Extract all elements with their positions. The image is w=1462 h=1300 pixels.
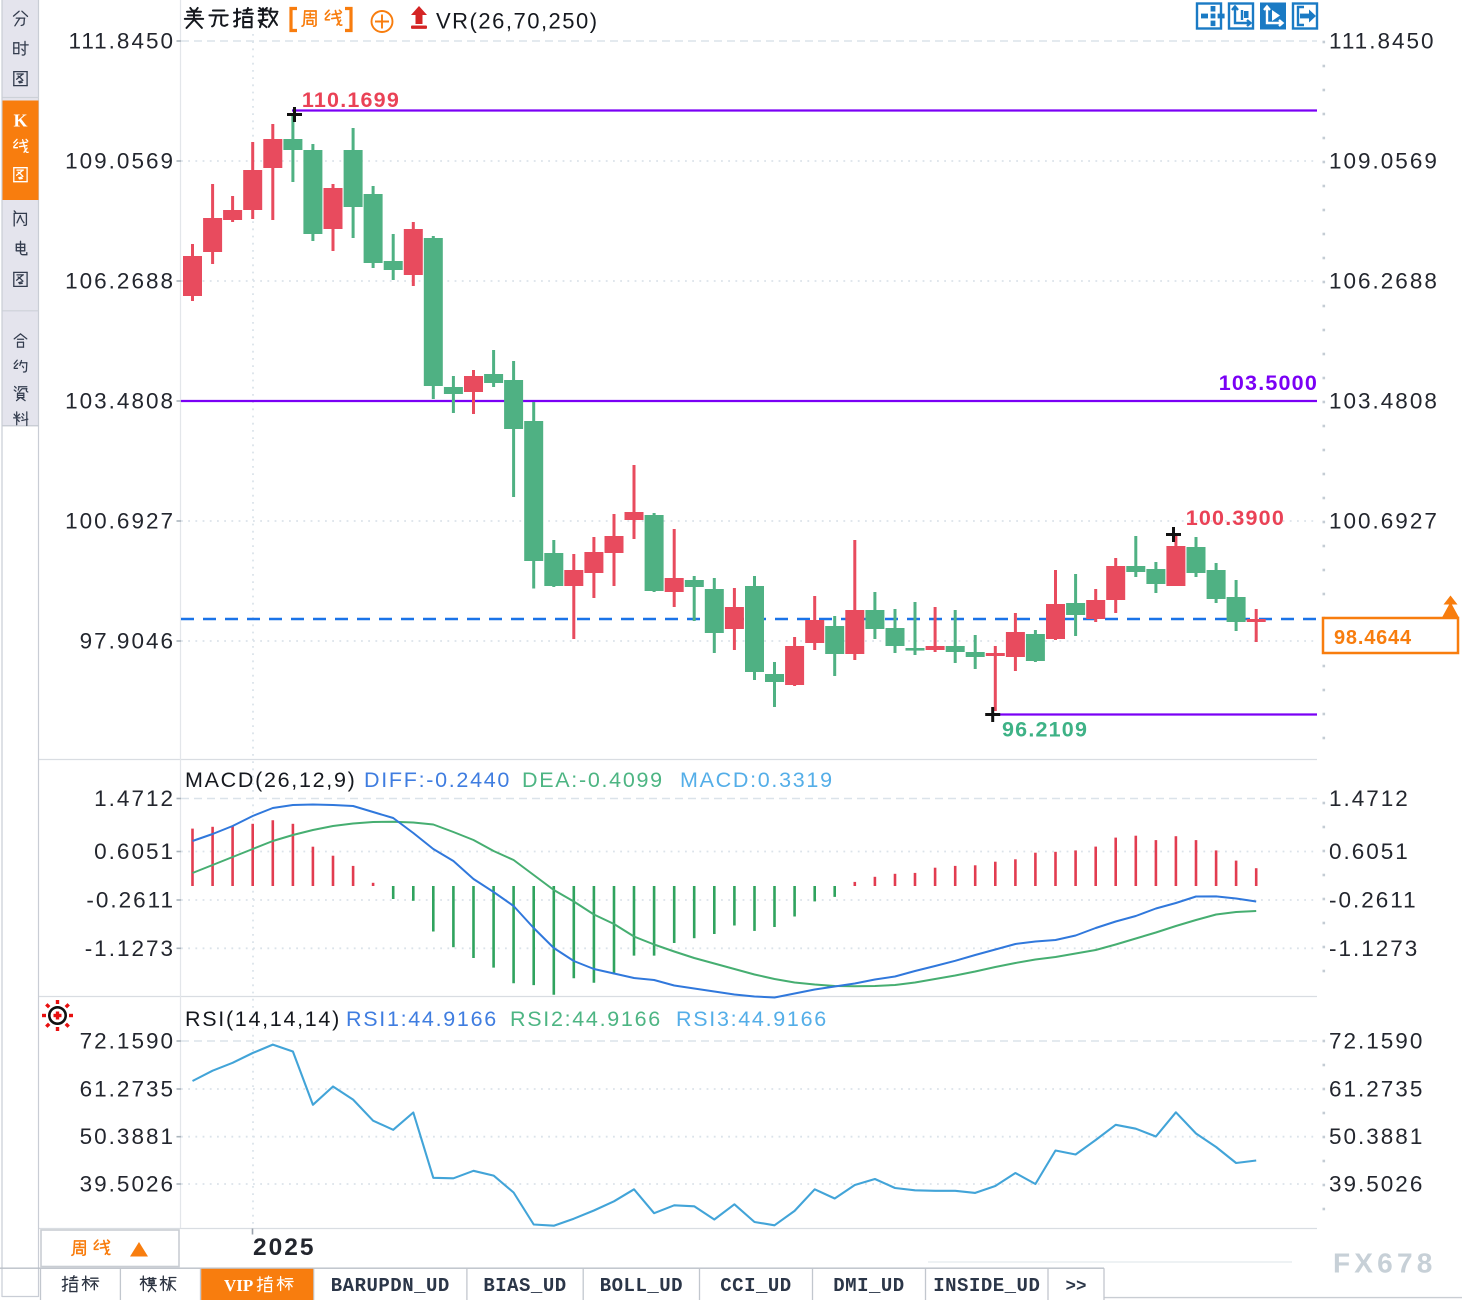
svg-text:111.8450: 111.8450 bbox=[68, 29, 175, 54]
svg-text:RSI(14,14,14): RSI(14,14,14) bbox=[185, 1007, 341, 1031]
svg-text:-0.2611: -0.2611 bbox=[86, 888, 175, 913]
svg-text:0.6051: 0.6051 bbox=[1329, 839, 1410, 864]
svg-text:VR(26,70,250): VR(26,70,250) bbox=[436, 9, 599, 34]
svg-text:BIAS_UD: BIAS_UD bbox=[483, 1275, 566, 1297]
svg-text:109.0569: 109.0569 bbox=[1329, 149, 1439, 174]
svg-text:50.3881: 50.3881 bbox=[1329, 1124, 1424, 1149]
svg-text:RSI3:44.9166: RSI3:44.9166 bbox=[676, 1007, 828, 1031]
svg-text:106.2688: 106.2688 bbox=[1329, 269, 1439, 294]
svg-text:BARUPDN_UD: BARUPDN_UD bbox=[331, 1275, 450, 1297]
svg-text:BOLL_UD: BOLL_UD bbox=[600, 1275, 683, 1297]
svg-text:MACD(26,12,9): MACD(26,12,9) bbox=[185, 768, 356, 792]
svg-text:0.6051: 0.6051 bbox=[94, 839, 175, 864]
svg-text:-1.1273: -1.1273 bbox=[85, 936, 175, 961]
svg-text:106.2688: 106.2688 bbox=[65, 269, 175, 294]
svg-text:-1.1273: -1.1273 bbox=[1329, 936, 1419, 961]
svg-text:72.1590: 72.1590 bbox=[80, 1029, 175, 1054]
svg-text:61.2735: 61.2735 bbox=[80, 1077, 175, 1102]
svg-text:39.5026: 39.5026 bbox=[80, 1172, 175, 1197]
svg-text:50.3881: 50.3881 bbox=[80, 1124, 175, 1149]
svg-text:DEA:-0.4099: DEA:-0.4099 bbox=[522, 768, 664, 792]
svg-text:K: K bbox=[13, 110, 27, 130]
svg-text:-0.2611: -0.2611 bbox=[1329, 888, 1418, 913]
svg-text:>>: >> bbox=[1065, 1277, 1086, 1297]
svg-text:61.2735: 61.2735 bbox=[1329, 1077, 1424, 1102]
svg-text:109.0569: 109.0569 bbox=[65, 149, 175, 174]
svg-text:1.4712: 1.4712 bbox=[1329, 786, 1410, 811]
svg-text:72.1590: 72.1590 bbox=[1329, 1029, 1424, 1054]
svg-text:DMI_UD: DMI_UD bbox=[833, 1275, 904, 1297]
svg-text:VIP: VIP bbox=[224, 1276, 253, 1295]
svg-text:103.4808: 103.4808 bbox=[65, 389, 175, 414]
svg-text:RSI2:44.9166: RSI2:44.9166 bbox=[510, 1007, 662, 1031]
svg-text:MACD:0.3319: MACD:0.3319 bbox=[680, 768, 834, 792]
svg-text:100.6927: 100.6927 bbox=[65, 509, 175, 534]
svg-text:103.5000: 103.5000 bbox=[1219, 371, 1318, 395]
svg-text:100.6927: 100.6927 bbox=[1329, 509, 1439, 534]
svg-text:103.4808: 103.4808 bbox=[1329, 389, 1439, 414]
svg-text:98.4644: 98.4644 bbox=[1334, 627, 1412, 649]
svg-text:39.5026: 39.5026 bbox=[1329, 1172, 1424, 1197]
svg-text:1.4712: 1.4712 bbox=[94, 786, 175, 811]
svg-text:96.2109: 96.2109 bbox=[1002, 718, 1088, 742]
svg-text:2025: 2025 bbox=[253, 1234, 316, 1261]
svg-text:100.3900: 100.3900 bbox=[1186, 506, 1285, 530]
svg-text:INSIDE_UD: INSIDE_UD bbox=[933, 1275, 1040, 1297]
svg-text:97.9046: 97.9046 bbox=[80, 629, 175, 654]
svg-text:FX678: FX678 bbox=[1333, 1248, 1437, 1279]
svg-text:111.8450: 111.8450 bbox=[1329, 29, 1436, 54]
svg-text:DIFF:-0.2440: DIFF:-0.2440 bbox=[364, 768, 511, 792]
svg-text:RSI1:44.9166: RSI1:44.9166 bbox=[346, 1007, 498, 1031]
svg-text:CCI_UD: CCI_UD bbox=[720, 1275, 791, 1297]
svg-text:110.1699: 110.1699 bbox=[302, 88, 400, 112]
